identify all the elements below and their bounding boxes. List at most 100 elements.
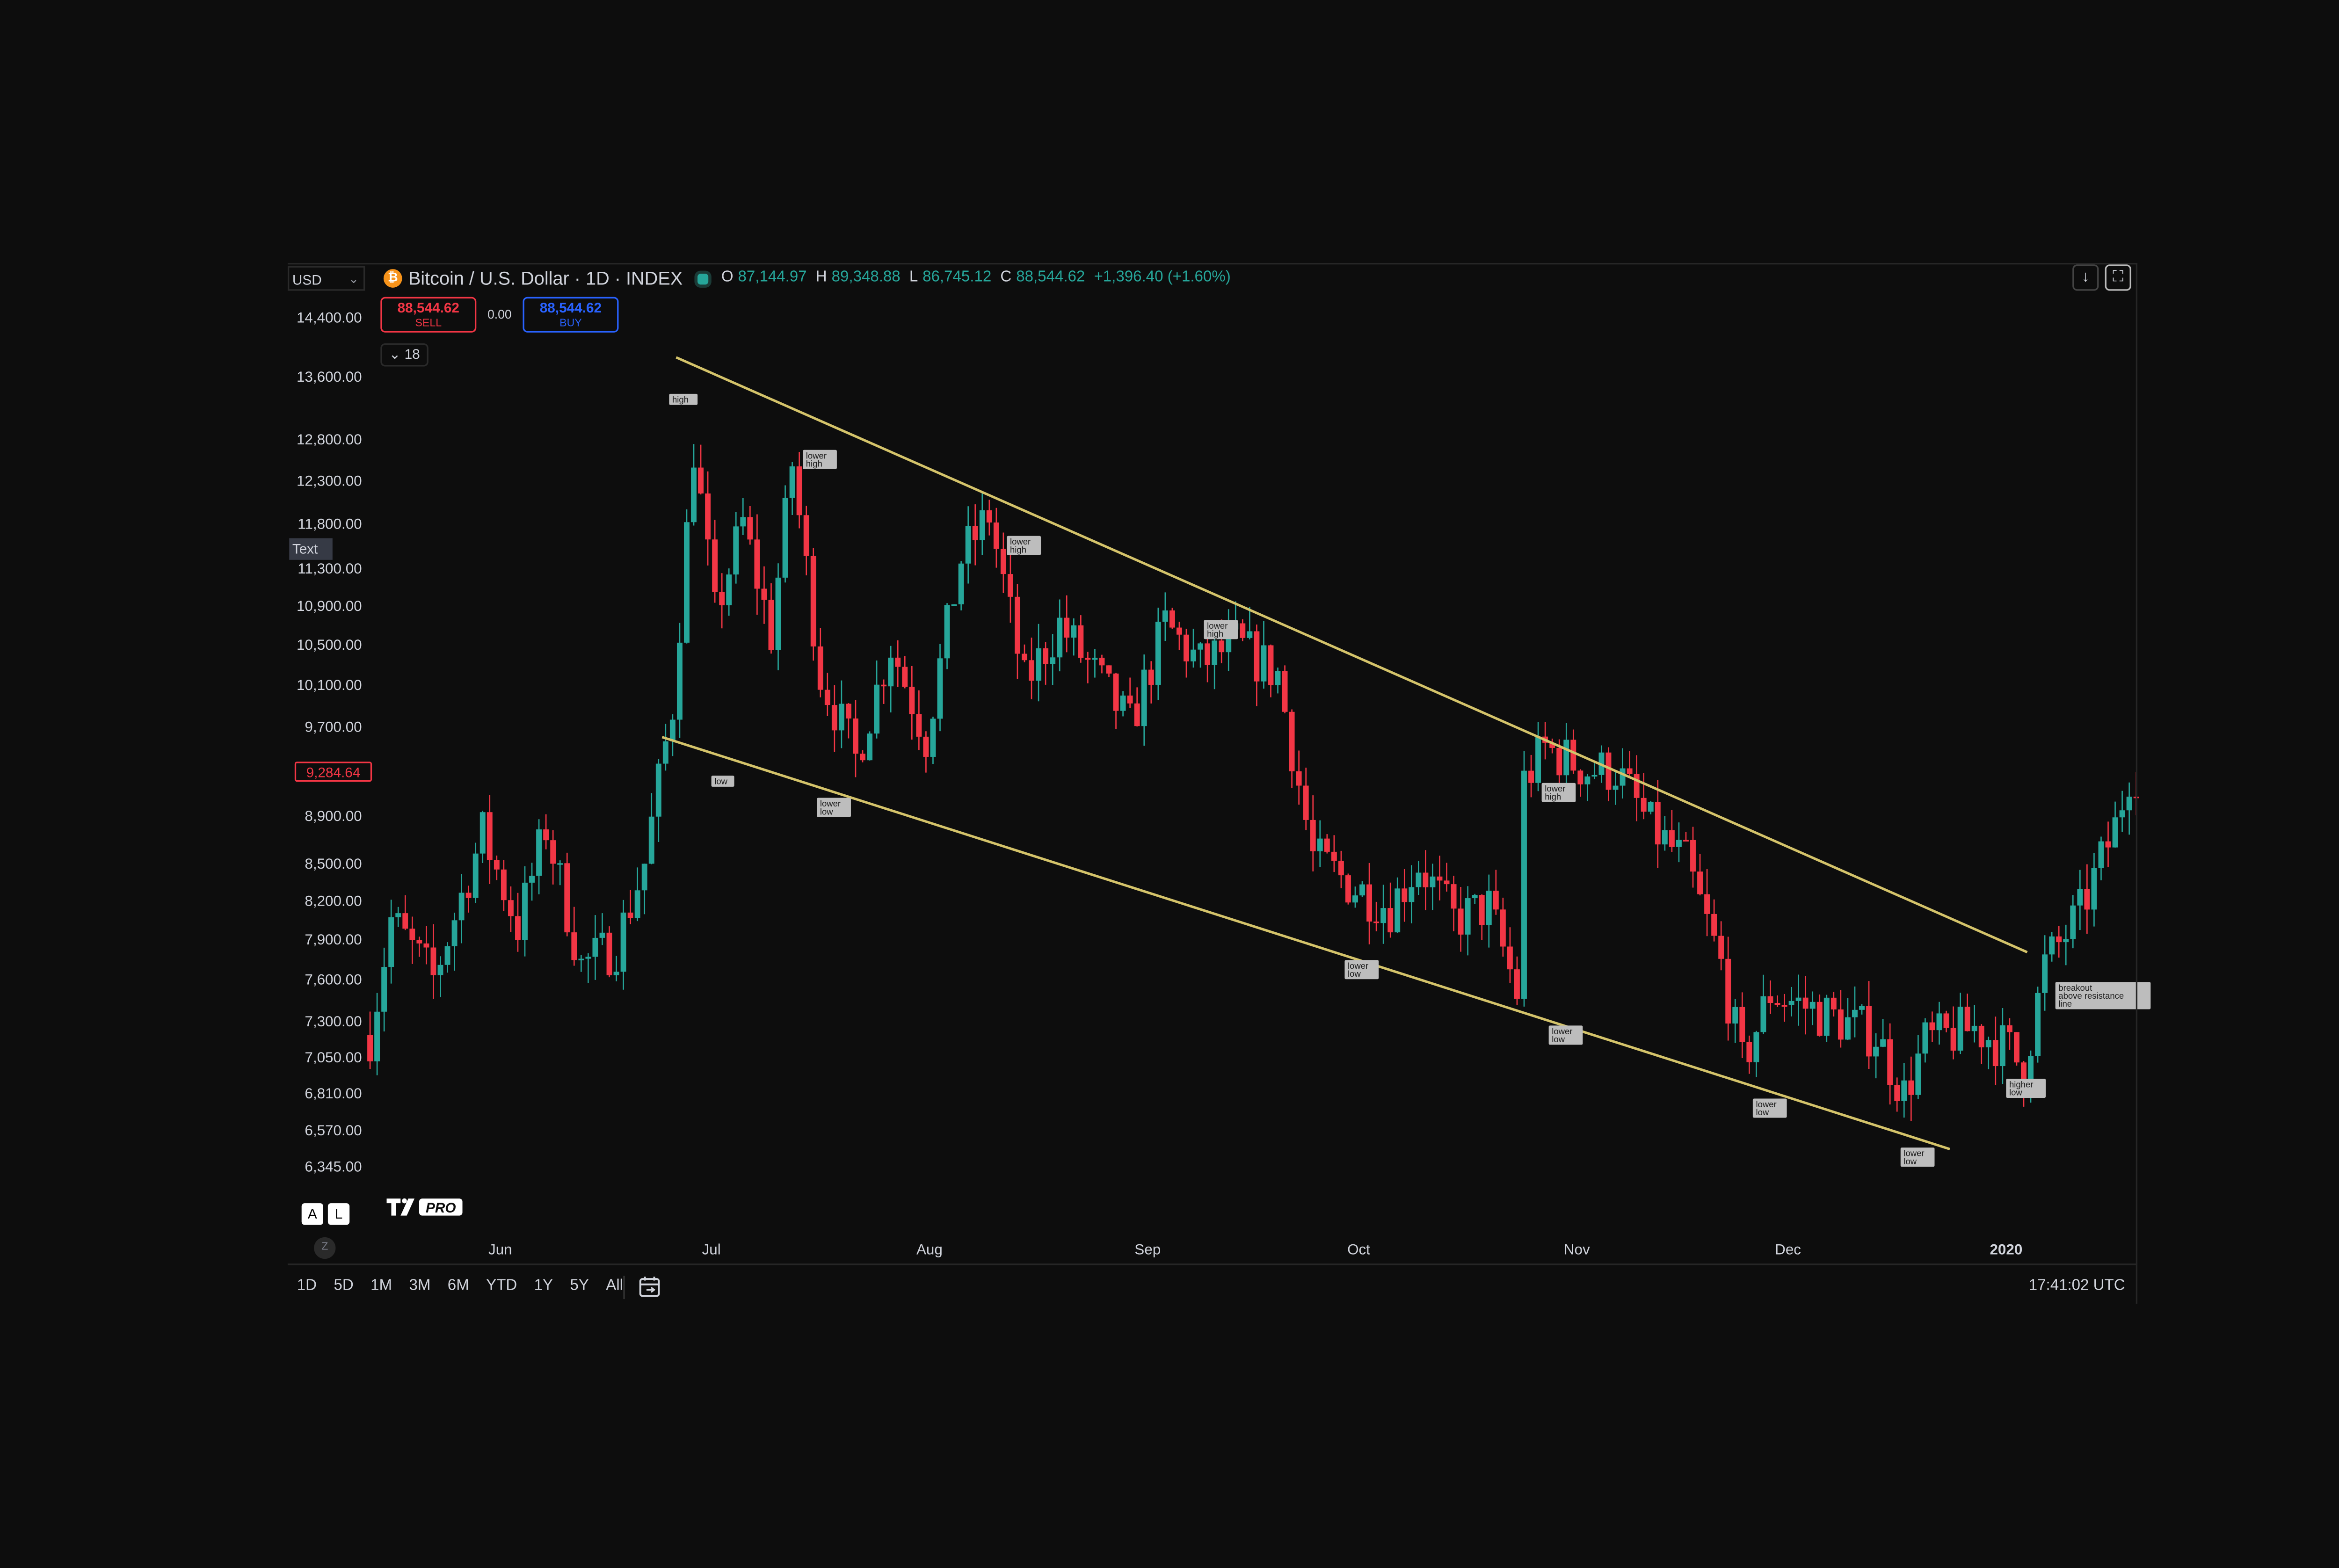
range-6m[interactable]: 6M (447, 1277, 469, 1295)
range-divider (623, 1276, 625, 1299)
candle-body (1451, 884, 1457, 909)
close-value: 88,544.62 (1016, 269, 1085, 286)
candle-body (803, 515, 809, 556)
candle-body (1465, 898, 1471, 935)
symbol-title[interactable]: Bitcoin / U.S. Dollar · 1D · INDEX (408, 267, 683, 290)
annotation-box (669, 393, 698, 405)
candle-body (1071, 625, 1077, 638)
calendar-goto-icon[interactable] (637, 1274, 662, 1299)
candle-body (508, 900, 514, 916)
range-1d[interactable]: 1D (297, 1277, 317, 1295)
candle-body (1950, 1028, 1956, 1051)
candle-body (1613, 785, 1619, 790)
candle-body (1458, 908, 1464, 935)
candle-body (1605, 752, 1612, 790)
annotation-text: higher low (2009, 1079, 2033, 1097)
range-all[interactable]: All (606, 1277, 624, 1295)
candle-body (494, 860, 500, 870)
candle-body (1282, 671, 1288, 712)
text-drawing-tag[interactable]: Text (289, 538, 333, 560)
annotation-label[interactable]: lower high (1007, 536, 1041, 555)
range-5d[interactable]: 5D (334, 1277, 354, 1295)
price-tick-label: 8,500.00 (305, 856, 362, 872)
range-3m[interactable]: 3M (409, 1277, 431, 1295)
range-1y[interactable]: 1Y (534, 1277, 553, 1295)
support-trendline[interactable] (661, 736, 1950, 1150)
candle-body (1261, 645, 1267, 682)
download-icon: ↓ (2082, 269, 2090, 286)
buy-button[interactable]: 88,544.62 BUY (523, 297, 619, 333)
indicators-toggle[interactable]: ⌄ 18 (380, 343, 429, 367)
annotation-label[interactable]: lower high (803, 450, 837, 469)
candle-body (979, 510, 985, 540)
log-scale-button[interactable]: L (327, 1203, 350, 1225)
annotation-label[interactable]: lower low (1548, 1025, 1583, 1045)
candle-body (437, 965, 443, 975)
candle-body (416, 940, 422, 944)
candle-body (789, 466, 795, 498)
candle-body (1563, 740, 1569, 776)
candle-body (1943, 1013, 1949, 1028)
candle-body (1873, 1046, 1879, 1057)
annotation-box (711, 776, 734, 787)
candle-body (655, 763, 661, 817)
annotation-label[interactable]: high (669, 393, 698, 405)
candle-body (719, 592, 725, 605)
candle-body (902, 667, 908, 687)
candle-body (1648, 802, 1654, 812)
candle-body (1099, 658, 1105, 666)
fullscreen-button[interactable]: ⛶ (2105, 264, 2131, 291)
candle-body (860, 754, 865, 761)
candle-body (796, 466, 802, 515)
candle-body (487, 812, 493, 860)
download-button[interactable]: ↓ (2072, 264, 2099, 291)
candle-body (1669, 830, 1675, 847)
candle-body (888, 657, 894, 687)
candle-body (1022, 653, 1027, 661)
candle-body (543, 829, 549, 841)
candle-body (430, 947, 436, 975)
candle-body (1345, 875, 1351, 903)
range-1m[interactable]: 1M (370, 1277, 392, 1295)
candle-body (726, 574, 732, 605)
annotation-label[interactable]: lower low (1900, 1147, 1935, 1167)
currency-selector[interactable]: USD ⌄ (287, 266, 365, 291)
candle-body (705, 493, 711, 540)
annotation-box (1752, 1098, 1787, 1118)
annotation-label[interactable]: breakout above resistance line (2055, 982, 2151, 1009)
range-ytd[interactable]: YTD (486, 1277, 517, 1295)
candle-body (1732, 1007, 1738, 1024)
candle-body (641, 864, 647, 891)
candle-body (592, 937, 598, 957)
candle-body (1155, 622, 1161, 685)
candle-body (1866, 1006, 1872, 1057)
candle-body (1303, 785, 1309, 820)
zoom-reset-button[interactable]: Z (314, 1237, 336, 1259)
candle-body (1676, 840, 1682, 847)
auto-scale-button[interactable]: A (301, 1203, 323, 1225)
utc-clock[interactable]: 17:41:02 UTC (2028, 1277, 2125, 1295)
candle-body (1148, 669, 1154, 685)
sell-button[interactable]: 88,544.62 SELL (380, 297, 477, 333)
annotation-label[interactable]: lower high (1204, 620, 1238, 639)
annotation-text: lower high (1545, 784, 1565, 801)
candle-body (1324, 838, 1330, 852)
annotation-label[interactable]: lower low (1344, 960, 1379, 980)
bitcoin-icon: ₿ (383, 269, 402, 288)
candle-body (1479, 895, 1485, 925)
range-5y[interactable]: 5Y (570, 1277, 589, 1295)
annotation-label[interactable]: lower low (817, 798, 851, 817)
price-tick-label: 10,900.00 (297, 598, 362, 614)
annotation-label[interactable]: low (711, 776, 734, 787)
candle-body (1746, 1042, 1752, 1062)
market-status-icon[interactable] (695, 269, 712, 287)
annotation-label[interactable]: lower high (1541, 783, 1576, 802)
candle-body (1169, 610, 1175, 628)
resistance-trendline[interactable] (676, 356, 2028, 954)
candle-body (557, 863, 563, 865)
annotation-label[interactable]: lower low (1752, 1098, 1787, 1118)
candle-body (1331, 851, 1337, 861)
candle-body (1760, 996, 1766, 1032)
annotation-label[interactable]: higher low (2006, 1078, 2046, 1098)
